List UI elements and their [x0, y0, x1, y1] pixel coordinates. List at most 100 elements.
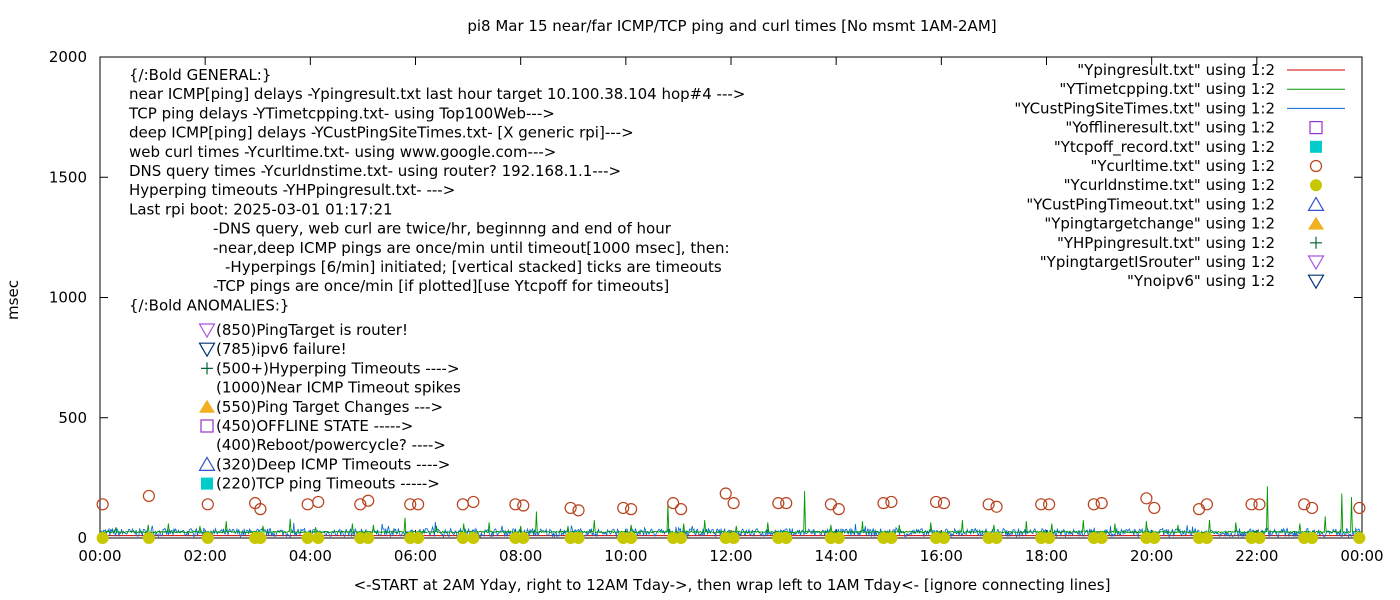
y-tick-label: 1000	[49, 289, 87, 307]
curl-point	[1148, 501, 1161, 515]
annotation-line: DNS query times -Ycurldnstime.txt- using…	[129, 162, 621, 180]
curl-point	[301, 498, 314, 511]
anomaly-line: (500+)Hyperping Timeouts ---->	[216, 359, 460, 377]
x-tick-label: 10:00	[604, 547, 647, 565]
curl-point	[201, 498, 214, 511]
anomaly-icon	[199, 399, 215, 413]
x-tick-label: 00:00	[1340, 547, 1383, 565]
legend-label: "YTimetcpping.txt" using 1:2	[1059, 80, 1275, 98]
dns-point	[456, 532, 469, 544]
curl-point	[254, 503, 267, 516]
dns-point	[1200, 532, 1213, 544]
dns-point	[572, 532, 585, 544]
curl-point	[877, 497, 890, 510]
dns-point	[780, 532, 793, 544]
legend-symbol	[1310, 179, 1322, 192]
dns-point	[1306, 532, 1319, 544]
legend-symbol	[1307, 255, 1325, 271]
dns-point	[1148, 532, 1161, 544]
curl-point	[780, 497, 793, 510]
anomaly-icon	[201, 362, 213, 375]
annotation-line: Hyperping timeouts -YHPpingresult.txt- -…	[129, 181, 455, 199]
annotation-line: -Hyperpings [6/min] initiated; [vertical…	[225, 258, 722, 276]
legend-symbol	[1309, 120, 1323, 135]
curl-point	[142, 489, 156, 503]
annotation-line: deep ICMP[ping] delays -YCustPingSiteTim…	[129, 124, 634, 142]
curl-point	[362, 494, 375, 507]
dns-point	[301, 532, 314, 544]
legend-label: "Ypingtargetchange" using 1:2	[1044, 215, 1275, 233]
curl-point	[1253, 498, 1266, 511]
curl-point	[1353, 501, 1366, 515]
anomaly-icon	[198, 323, 216, 339]
anomaly-line: (1000)Near ICMP Timeout spikes	[216, 379, 461, 397]
curl-point	[312, 495, 325, 509]
anomaly-line: (320)Deep ICMP Timeouts ---->	[216, 455, 450, 473]
x-tick-label: 00:00	[78, 547, 121, 565]
legend-label: "Ytcpoff_record.txt" using 1:2	[1054, 138, 1275, 157]
x-tick-label: 14:00	[815, 547, 858, 565]
curl-point	[1298, 498, 1311, 511]
curl-point	[1200, 498, 1213, 511]
curl-point	[517, 499, 530, 512]
y-tick-label: 2000	[49, 48, 87, 66]
curl-point	[1305, 501, 1319, 515]
annotation-line: TCP ping delays -YTimetcpping.txt- using…	[128, 104, 555, 122]
anomaly-icon	[198, 342, 216, 358]
legend-label: "YCustPingSiteTimes.txt" using 1:2	[1014, 99, 1275, 117]
legend-label: "YCustPingTimeout.txt" using 1:2	[1026, 195, 1275, 213]
dns-point	[727, 532, 740, 544]
dns-point	[990, 532, 1003, 544]
legend-label: "Yofflineresult.txt" using 1:2	[1065, 119, 1275, 137]
dns-point	[517, 532, 530, 544]
x-tick-label: 16:00	[920, 547, 963, 565]
anomaly-icon	[198, 456, 216, 471]
dns-point	[362, 532, 375, 544]
legend-label: "Ycurldnstime.txt" using 1:2	[1064, 176, 1275, 194]
anomaly-line: (450)OFFLINE STATE ----->	[216, 417, 413, 435]
annotation-line: {/:Bold ANOMALIES:}	[129, 296, 289, 314]
curl-point	[1035, 498, 1048, 511]
curl-point	[982, 498, 995, 511]
curl-point	[832, 503, 845, 516]
dns-point	[885, 532, 898, 544]
dns-point	[96, 532, 109, 544]
dns-point	[625, 532, 638, 544]
curl-point	[1192, 503, 1206, 516]
curl-point	[624, 503, 638, 516]
curl-point	[572, 504, 585, 517]
legend-label: "Ynoipv6" using 1:2	[1127, 272, 1275, 290]
legend-symbol	[1307, 196, 1325, 211]
curl-point	[674, 503, 688, 516]
anomaly-line: (850)PingTarget is router!	[216, 321, 408, 339]
curl-point	[1245, 498, 1258, 511]
curl-point	[1087, 498, 1100, 511]
anomaly-icon	[200, 419, 214, 433]
curl-point	[719, 487, 732, 500]
x-tick-label: 08:00	[499, 547, 542, 565]
x-tick-label: 22:00	[1235, 547, 1278, 565]
dns-point	[254, 532, 267, 544]
legend-label: "YHPpingresult.txt" using 1:2	[1057, 234, 1275, 252]
x-tick-label: 12:00	[709, 547, 752, 565]
legend-symbol	[1310, 140, 1322, 153]
dns-point	[832, 532, 845, 544]
annotation-line: web curl times -Ycurltime.txt- using www…	[129, 143, 556, 161]
legend-symbol	[1308, 216, 1324, 230]
annotation-line: near ICMP[ping] delays -Ypingresult.txt …	[129, 85, 745, 103]
dns-point	[1095, 532, 1108, 544]
curl-point	[727, 497, 740, 510]
curl-point	[564, 501, 577, 515]
y-tick-label: 1500	[49, 168, 87, 186]
dns-point	[412, 532, 425, 544]
dns-point	[1253, 532, 1266, 544]
annotation-line: {/:Bold GENERAL:}	[129, 66, 271, 84]
chart-title: pi8 Mar 15 near/far ICMP/TCP ping and cu…	[467, 17, 996, 35]
dns-point	[1353, 532, 1366, 544]
legend-symbol	[1307, 274, 1325, 290]
curl-point	[1095, 497, 1108, 510]
annotation-line: Last rpi boot: 2025-03-01 01:17:21	[129, 200, 393, 218]
x-tick-label: 02:00	[184, 547, 227, 565]
plot-area: 0 500 1000 1500 2000 00:00 02:00 04:00 06:00 08:0…	[49, 48, 1384, 565]
